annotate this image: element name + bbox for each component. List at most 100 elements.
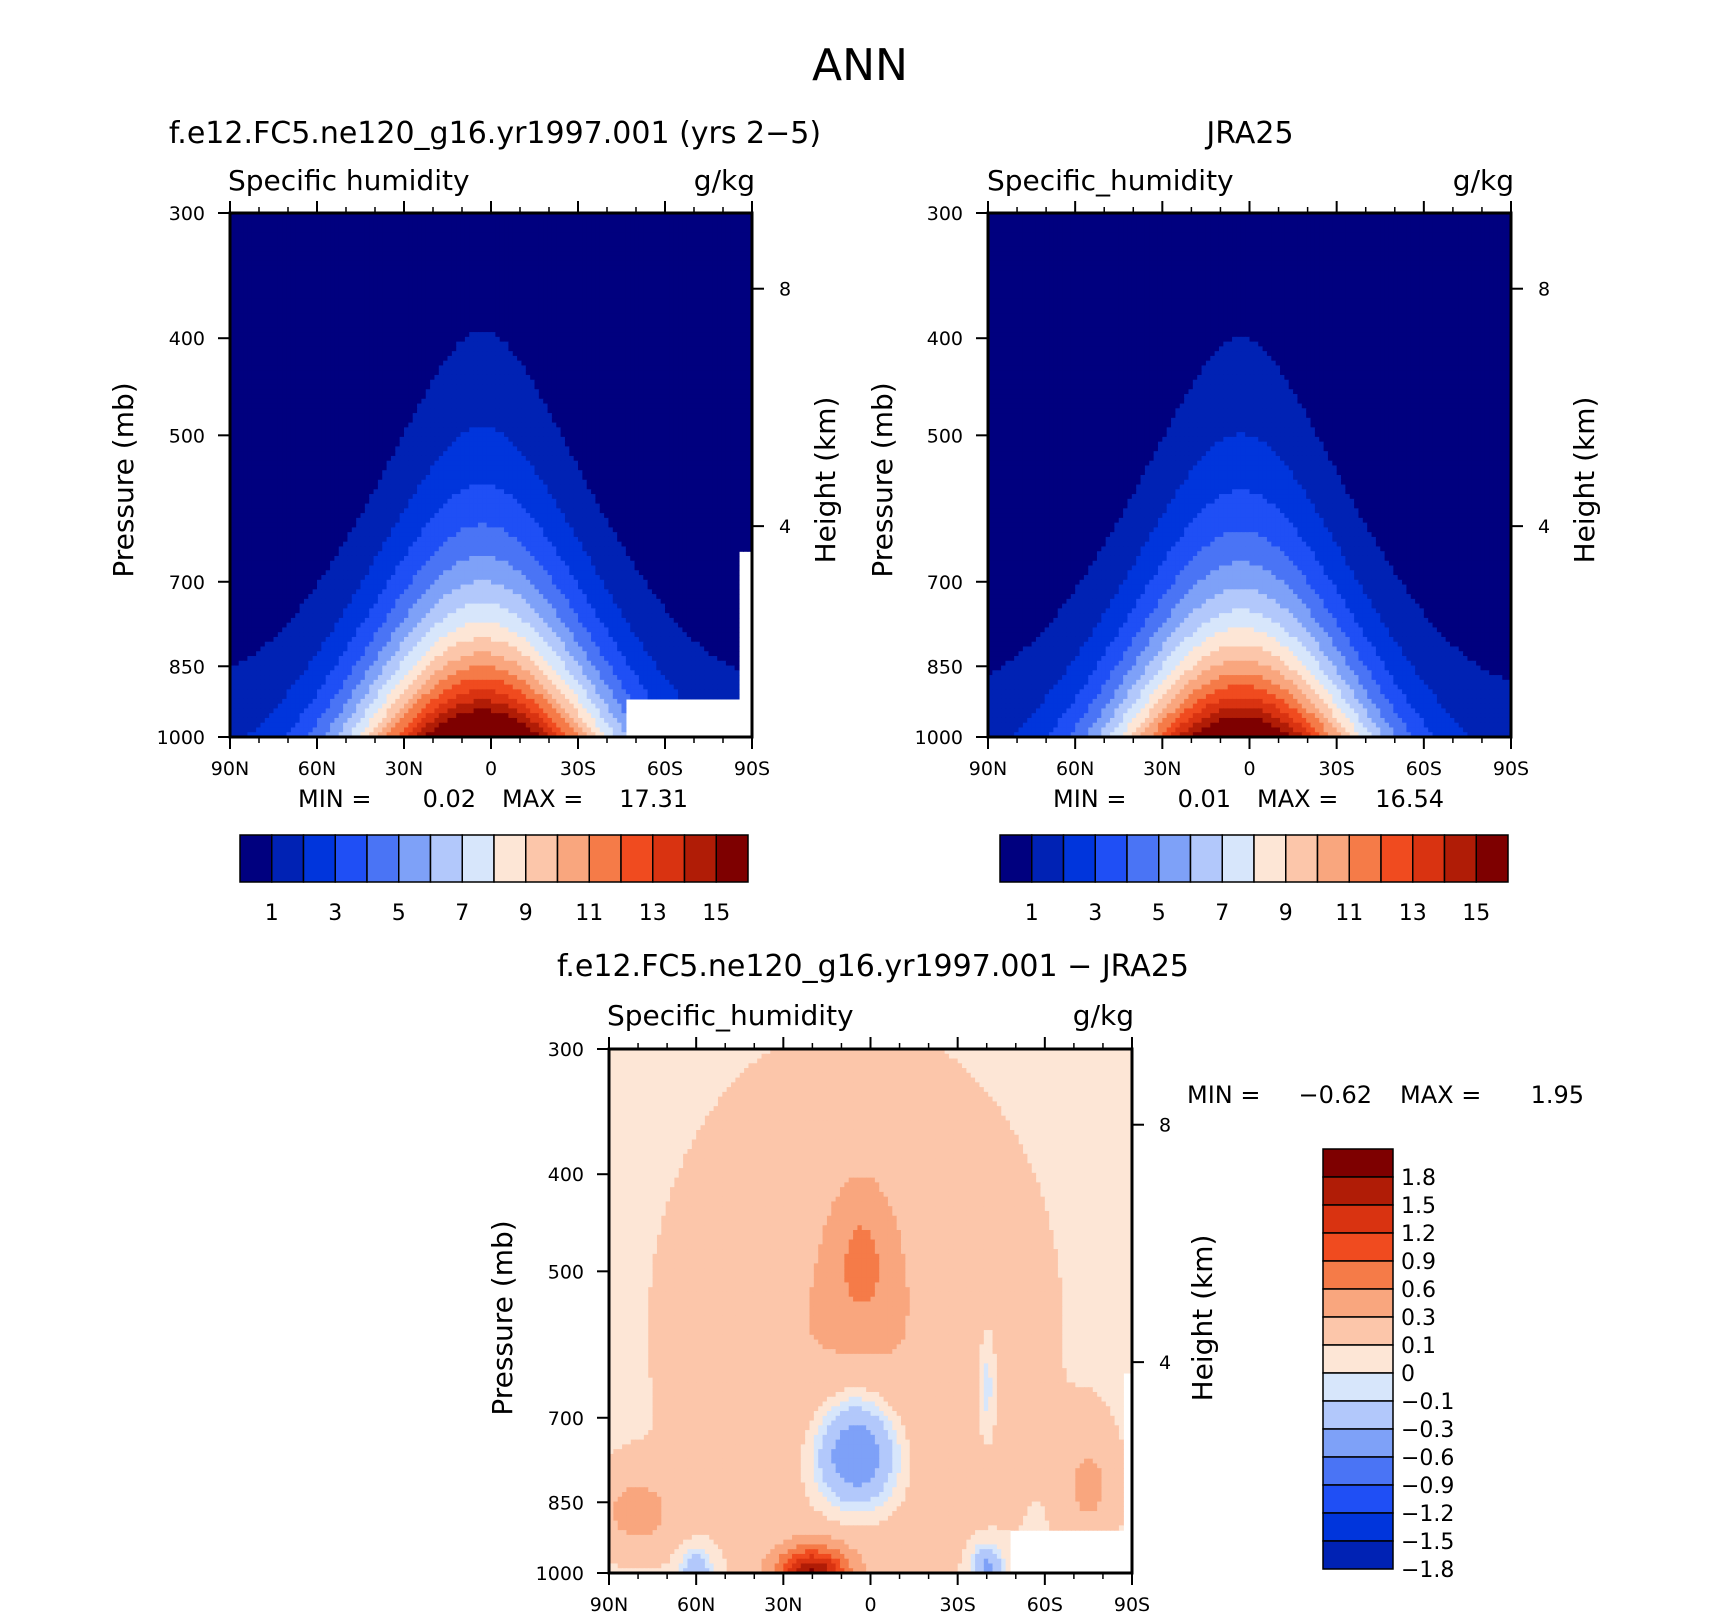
contour-cell [639,370,644,375]
contour-cell [426,227,431,232]
contour-cell [652,223,657,228]
contour-cell [291,313,296,318]
contour-cell [474,304,479,309]
contour-cell [326,304,331,309]
contour-cell [300,227,305,232]
contour-cell [474,318,479,323]
contour-cell [234,237,239,242]
contour-cell [713,361,718,366]
contour-cell [426,275,431,280]
contour-cell [321,380,326,385]
contour-cell [539,375,544,380]
contour-cell [735,284,740,289]
contour-cell [469,251,474,256]
contour-cell [474,270,479,275]
contour-cell [635,246,640,251]
contour-cell [339,389,344,394]
contour-cell [252,308,257,313]
contour-cell [539,408,544,413]
contour-cell [600,323,605,328]
contour-cell [622,394,627,399]
contour-cell [474,256,479,261]
contour-cell [713,261,718,266]
contour-cell [269,361,274,366]
contour-cell [404,327,409,332]
contour-cell [717,384,722,389]
contour-cell [543,294,548,299]
contour-cell [613,223,618,228]
contour-cell [674,270,679,275]
contour-cell [482,337,487,342]
contour-cell [661,351,666,356]
contour-cell [300,323,305,328]
contour-cell [722,289,727,294]
contour-cell [491,351,496,356]
contour-cell [448,332,453,337]
contour-cell [474,375,479,380]
contour-cell [743,323,748,328]
contour-cell [587,327,592,332]
contour-cell [617,327,622,332]
contour-cell [500,346,505,351]
contour-cell [491,246,496,251]
contour-cell [287,375,292,380]
contour-cell [678,223,683,228]
contour-cell [574,256,579,261]
contour-cell [430,356,435,361]
contour-cell [595,361,600,366]
contour-cell [256,399,261,404]
contour-cell [352,227,357,232]
contour-cell [735,265,740,270]
contour-cell [347,270,352,275]
contour-cell [661,289,666,294]
contour-cell [465,399,470,404]
contour-cell [526,275,531,280]
contour-cell [269,218,274,223]
contour-cell [321,294,326,299]
contour-cell [369,294,374,299]
contour-cell [278,318,283,323]
contour-cell [282,408,287,413]
contour-cell [269,380,274,385]
contour-cell [639,332,644,337]
contour-cell [382,408,387,413]
contour-cell [687,251,692,256]
contour-cell [513,323,518,328]
contour-cell [474,394,479,399]
contour-cell [709,246,714,251]
contour-cell [395,318,400,323]
contour-cell [739,251,744,256]
contour-cell [404,275,409,280]
contour-cell [513,256,518,261]
contour-cell [417,242,422,247]
contour-cell [622,299,627,304]
contour-cell [461,299,466,304]
contour-cell [713,318,718,323]
contour-cell [622,284,627,289]
contour-cell [491,265,496,270]
contour-cell [343,265,348,270]
contour-cell [234,223,239,228]
contour-cell [395,375,400,380]
contour-cell [587,361,592,366]
contour-cell [330,246,335,251]
contour-cell [452,299,457,304]
contour-cell [300,232,305,237]
contour-cell [713,384,718,389]
contour-cell [730,370,735,375]
contour-cell [461,356,466,361]
contour-cell [456,380,461,385]
contour-cell [652,356,657,361]
contour-cell [417,308,422,313]
contour-cell [569,280,574,285]
contour-cell [726,294,731,299]
contour-cell [426,232,431,237]
contour-cell [530,323,535,328]
contour-cell [247,404,252,409]
contour-cell [517,342,522,347]
contour-cell [504,404,509,409]
contour-cell [478,299,483,304]
contour-cell [295,408,300,413]
contour-cell [661,394,666,399]
contour-cell [626,351,631,356]
